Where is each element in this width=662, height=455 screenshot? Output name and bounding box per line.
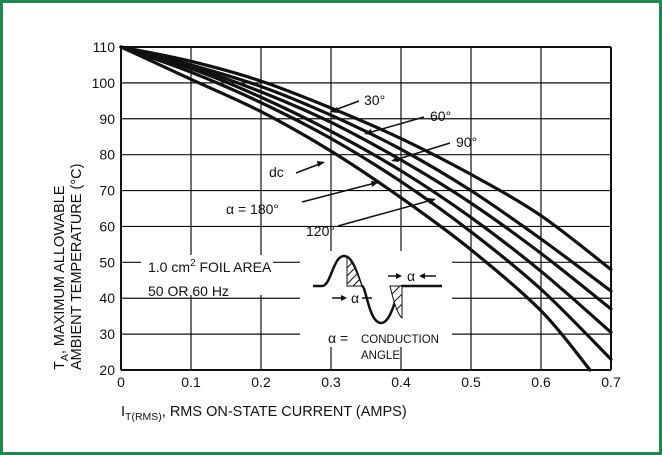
y-axis-title-line1: TA, MAXIMUM ALLOWABLE: [52, 185, 71, 370]
curve-2: [119, 45, 613, 311]
label-120: 120°: [306, 223, 335, 239]
label-90: 90°: [456, 134, 477, 150]
y-tick-label: 40: [99, 290, 115, 306]
alpha-arrowhead-left: [341, 295, 347, 301]
tick-labels: 0 0.1 0.2 0.3 0.4 0.5 0.6 0.7 20 30 40 50 60 70 80 90 10…: [92, 39, 621, 390]
leader-dc-head: [317, 161, 325, 167]
label-30: 30°: [364, 92, 385, 108]
leader-180-head: [371, 181, 379, 187]
shaded-region-negative: [389, 285, 403, 320]
waveform-inset: α α α = CONDUCTION ANGLE: [300, 251, 452, 362]
y-tick-label: 30: [99, 326, 115, 342]
leader-120-head: [428, 198, 436, 204]
alpha-label-left: α: [351, 290, 359, 306]
curve-5: [119, 45, 592, 372]
leader-180: [301, 182, 376, 203]
curve-1: [119, 45, 613, 293]
curves: [119, 45, 613, 372]
y-tick-label: 50: [99, 254, 115, 270]
y-tick-label: 70: [99, 183, 115, 199]
x-tick-label: 0.6: [531, 374, 551, 390]
x-tick-label: 0.4: [391, 374, 411, 390]
hatch-positive: [346, 261, 361, 287]
x-tick-label: 0.3: [321, 374, 341, 390]
leader-60: [367, 116, 425, 134]
foil-area-label: 1.0 cm2 FOIL AREA: [148, 258, 272, 275]
frequency-label: 50 OR 60 Hz: [148, 283, 229, 299]
label-60: 60°: [430, 108, 451, 124]
x-tick-label: 0.7: [601, 374, 621, 390]
label-dc: dc: [269, 164, 284, 180]
leader-120: [337, 199, 433, 227]
y-tick-label: 80: [99, 147, 115, 163]
curve-4: [119, 45, 613, 361]
svg-text:AMBIENT TEMPERATURE (°C): AMBIENT TEMPERATURE (°C): [69, 164, 85, 370]
y-tick-label: 60: [99, 218, 115, 234]
alpha-arrowhead-right: [396, 273, 402, 279]
hatch-negative: [391, 285, 403, 311]
y-tick-label: 20: [99, 362, 115, 378]
x-tick-label: 0.2: [251, 374, 271, 390]
foil-box: [141, 255, 273, 295]
y-tick-label: 90: [99, 111, 115, 127]
leader-90-head: [391, 156, 399, 162]
x-axis-title: IT(RMS), RMS ON-STATE CURRENT (AMPS): [121, 404, 407, 423]
curve-3: [119, 45, 613, 334]
inset-background: [300, 251, 452, 347]
conduction-eq: α =: [328, 330, 348, 346]
y-axis-title-line2: AMBIENT TEMPERATURE (°C): [69, 164, 85, 370]
svg-text:TA, MAXIMUM ALLOWABLE: TA, MAXIMUM ALLOWABLE: [52, 185, 71, 370]
x-tick-label: 0.5: [461, 374, 481, 390]
alpha-arrowhead-right-in: [419, 273, 425, 279]
conduction-word1: CONDUCTION: [361, 334, 439, 346]
leader-60-head: [364, 129, 372, 135]
y-tick-label: 110: [93, 39, 116, 55]
y-tick-label: 100: [92, 75, 116, 91]
curve-0: [119, 45, 613, 272]
leader-90: [394, 142, 451, 161]
conduction-word2: ANGLE: [361, 350, 400, 362]
leader-30-head: [330, 107, 338, 113]
label-180: α = 180°: [226, 201, 279, 217]
x-tick-label: 0.1: [181, 374, 201, 390]
alpha-label-right: α: [407, 268, 415, 284]
series-labels: 30° 60° 90° dc α = 180° 120°: [226, 92, 477, 239]
x-tick-label: 0: [117, 374, 125, 390]
